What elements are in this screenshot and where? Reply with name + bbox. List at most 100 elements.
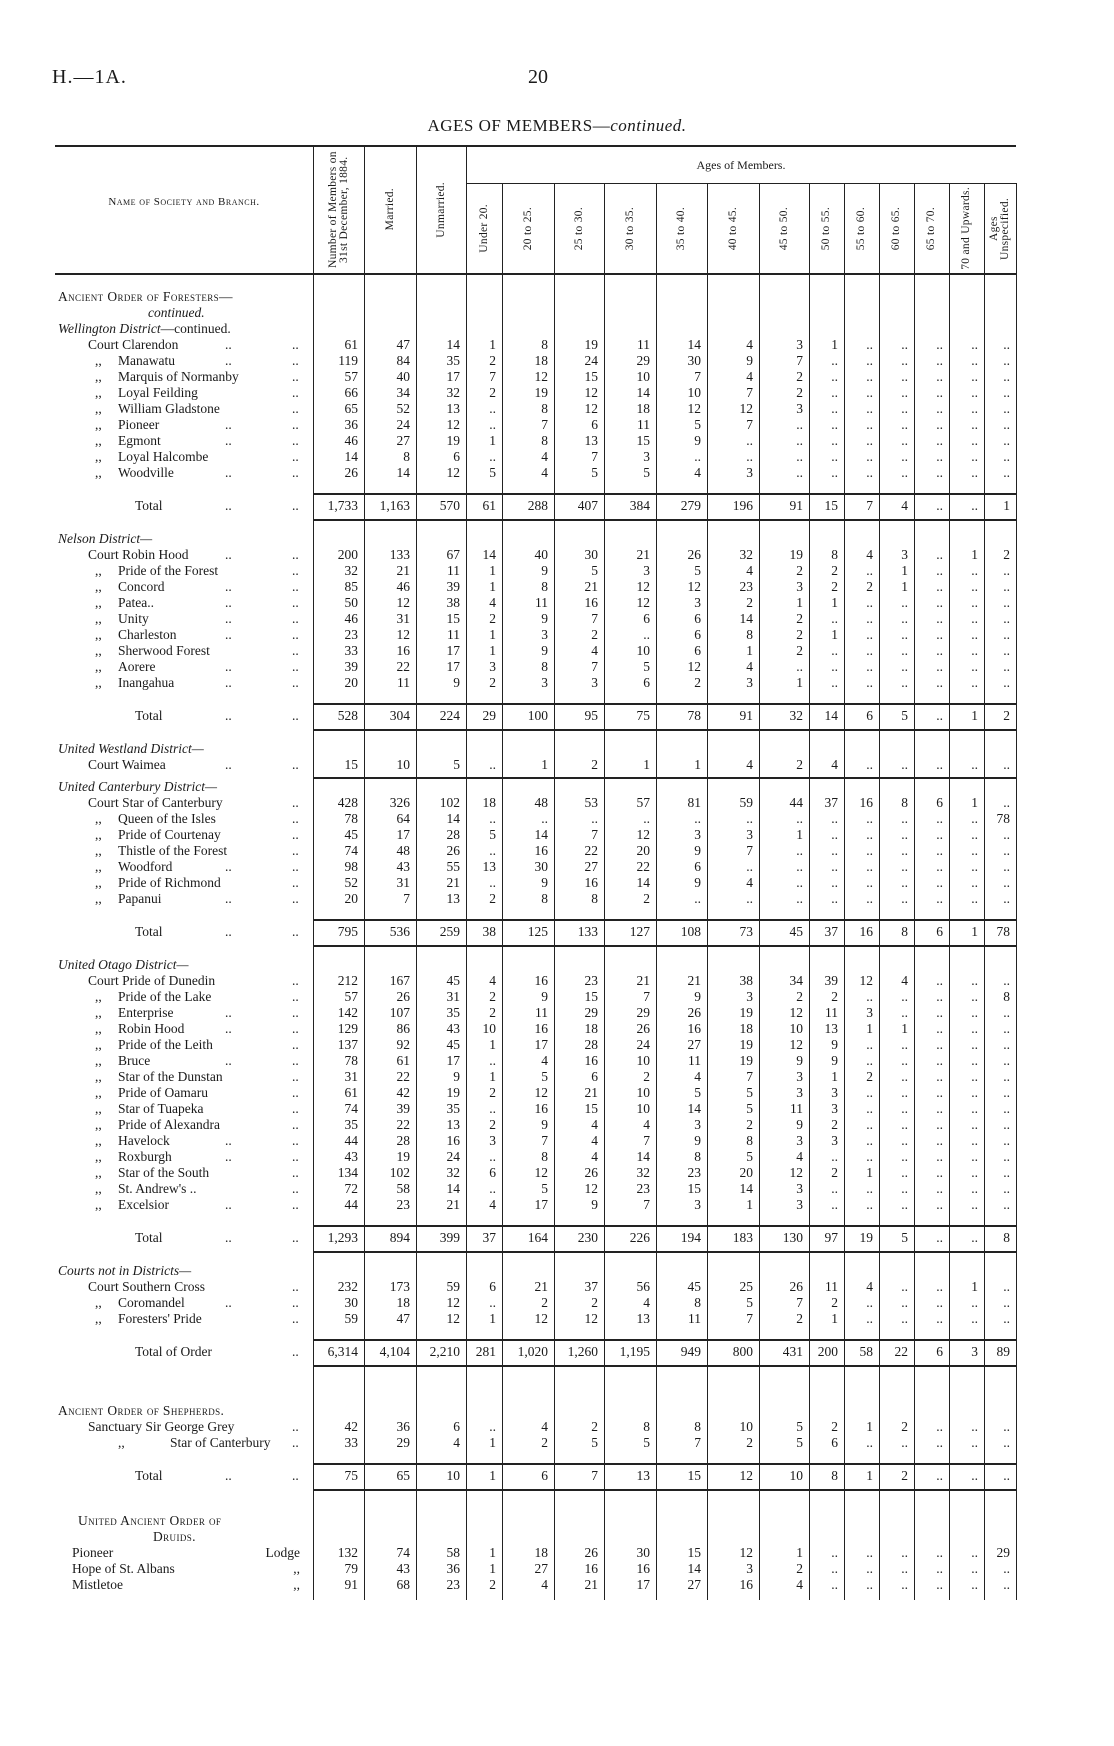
table-cell: .. <box>901 1149 908 1164</box>
table-cell: .. <box>831 433 838 448</box>
table-cell: 28 <box>446 827 461 842</box>
table-cell: .. <box>901 1085 908 1100</box>
total-label: Total of Order <box>135 1344 213 1359</box>
column-header-age: 30 to 35. <box>604 186 656 271</box>
branch-name: Woodville <box>118 465 174 480</box>
leader-dots: .. <box>292 417 299 432</box>
section-heading-text: United Westland District— <box>58 741 204 757</box>
table-cell: .. <box>971 417 978 432</box>
table-cell: 183 <box>732 1230 753 1245</box>
section-heading-text: Courts not in Districts— <box>58 1263 191 1279</box>
table-cell: .. <box>796 465 803 480</box>
table-row: ,, Foresters' Pride.. 59 47 12 1 12 12 13 11 7 2 1..… <box>0 1311 1114 1327</box>
table-cell: 14 <box>482 547 497 562</box>
table-cell: 6 <box>936 795 943 810</box>
table-cell: 194 <box>680 1230 701 1245</box>
table-cell: 65 <box>396 1468 411 1483</box>
table-cell: .. <box>971 1005 978 1020</box>
table-cell: .. <box>971 1468 978 1483</box>
section-heading: United Canterbury District— <box>0 779 1114 795</box>
table-cell: 52 <box>344 875 359 890</box>
leader-dots: .. <box>292 1295 299 1310</box>
table-cell: 2 <box>796 989 803 1004</box>
table-cell: .. <box>936 757 943 772</box>
branch-name: Pioneer <box>72 1545 114 1560</box>
table-cell: 46 <box>396 579 411 594</box>
table-row: ,, Marquis of Normanby.. 57 40 17 7 12 15 10 7 4 2.… <box>0 369 1114 385</box>
table-cell: 2 <box>796 563 803 578</box>
table-cell: .. <box>796 811 803 826</box>
table-cell: 2 <box>489 675 496 690</box>
table-cell: 19 <box>859 1230 874 1245</box>
table-cell: .. <box>901 1545 908 1560</box>
table-cell: 5 <box>591 1435 598 1450</box>
table-cell: .. <box>796 843 803 858</box>
table-cell: 12 <box>789 1005 804 1020</box>
table-cell: 14 <box>446 1181 461 1196</box>
table-cell: .. <box>694 449 701 464</box>
leader-dots: .. <box>292 1181 299 1196</box>
ditto-mark: ,, <box>95 1037 102 1052</box>
heading-part: Wellington District <box>58 321 161 336</box>
table-cell: .. <box>936 859 943 874</box>
leader-dots: .. <box>292 811 299 826</box>
table-cell: 17 <box>446 643 461 658</box>
table-cell: 3 <box>694 827 701 842</box>
leader-dots: .. <box>292 563 299 578</box>
table-cell: 40 <box>396 369 411 384</box>
table-cell: 1 <box>831 595 838 610</box>
table-row: ,, Bruce.... 78 61 17.. 4 16 10 11 19 9 9.......... <box>0 1053 1114 1069</box>
rule <box>313 1339 1016 1341</box>
table-cell: 3 <box>796 1133 803 1148</box>
table-cell: .. <box>831 643 838 658</box>
table-cell: .. <box>831 465 838 480</box>
table-cell: .. <box>866 369 873 384</box>
table-cell: 1 <box>971 708 978 723</box>
table-cell: 32 <box>446 1165 461 1180</box>
leader-dots: .. <box>225 353 232 368</box>
table-cell: 78 <box>344 1053 359 1068</box>
table-cell: 5 <box>746 1101 753 1116</box>
leader-dots: .. <box>292 1117 299 1132</box>
ditto-mark: ,, <box>95 827 102 842</box>
table-cell: .. <box>901 989 908 1004</box>
table-cell: .. <box>971 827 978 842</box>
table-cell: 58 <box>396 1181 411 1196</box>
table-cell: 326 <box>389 795 410 810</box>
table-cell: 91 <box>739 708 754 723</box>
table-cell: 12 <box>446 465 461 480</box>
table-cell: 12 <box>534 369 549 384</box>
table-cell: 4 <box>746 875 753 890</box>
table-cell: 2 <box>796 611 803 626</box>
table-cell: 1,293 <box>327 1230 358 1245</box>
table-cell: 2 <box>694 675 701 690</box>
table-cell: 134 <box>337 1165 358 1180</box>
table-cell: 21 <box>687 973 702 988</box>
table-cell: 15 <box>687 1545 702 1560</box>
table-cell: .. <box>1003 1069 1010 1084</box>
table-cell: .. <box>936 843 943 858</box>
table-cell: 6 <box>489 1165 496 1180</box>
table-cell: 16 <box>446 1133 461 1148</box>
table-cell: 48 <box>534 795 549 810</box>
table-cell: .. <box>1003 1149 1010 1164</box>
table-cell: 4 <box>901 498 908 513</box>
page-title: AGES OF MEMBERS—continued. <box>0 116 1114 136</box>
ditto-mark: ,, <box>95 417 102 432</box>
table-cell: .. <box>936 643 943 658</box>
table-cell: 8 <box>591 891 598 906</box>
table-cell: 1 <box>489 337 496 352</box>
rule <box>466 183 1016 184</box>
ditto-mark: ,, <box>95 1085 102 1100</box>
table-cell: 7 <box>591 449 598 464</box>
table-cell: .. <box>971 1311 978 1326</box>
table-cell: 100 <box>527 708 548 723</box>
table-row: Court Clarendon.... 61 47 14 1 8 19 11 14 4 3 1....… <box>0 337 1114 353</box>
table-cell: .. <box>1003 675 1010 690</box>
table-cell: .. <box>831 859 838 874</box>
table-cell: .. <box>489 843 496 858</box>
branch-name: Thistle of the Forest <box>118 843 228 858</box>
table-cell: 431 <box>782 1344 803 1359</box>
table-cell: 1 <box>796 675 803 690</box>
table-cell: .. <box>489 449 496 464</box>
